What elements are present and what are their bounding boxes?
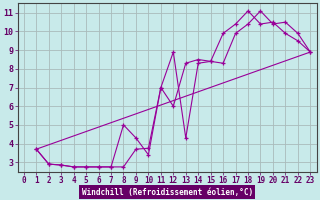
X-axis label: Windchill (Refroidissement éolien,°C): Windchill (Refroidissement éolien,°C) <box>82 188 253 197</box>
